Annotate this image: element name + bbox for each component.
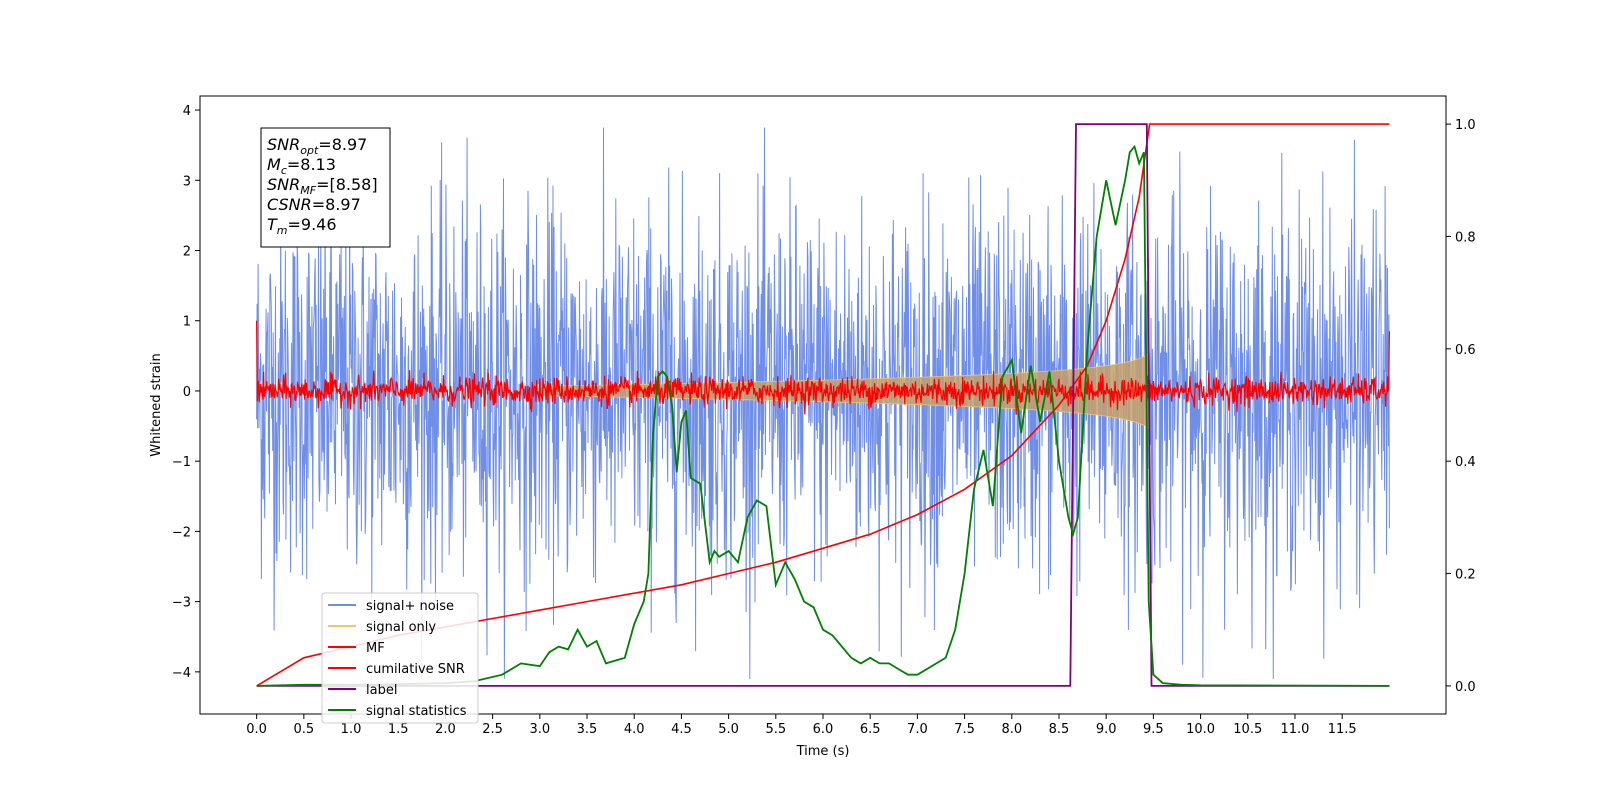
y-tick-label-right: 0.6 [1455,343,1476,358]
y-tick-label-right: 0.0 [1455,680,1476,695]
stat-symbol: M [267,155,281,174]
x-tick-label: 5.0 [718,722,739,737]
stat-value: =8.97 [318,135,367,154]
x-tick-label: 3.0 [529,722,550,737]
signal-noise-series [256,127,1390,679]
y-tick-label-left: 3 [183,174,191,189]
y-tick-label-left: −2 [172,525,191,540]
x-tick-label: 10.0 [1186,722,1215,737]
x-tick-label: 0.0 [246,722,267,737]
stat-line: SNRopt=8.97 [267,135,367,157]
y-tick-label-left: −3 [172,596,191,611]
legend-entry: cumilative SNR [366,662,465,677]
y-tick-label-right: 0.8 [1455,230,1476,245]
x-tick-label: 0.5 [293,722,314,737]
y-tick-label-left: 0 [183,385,191,400]
x-tick-label: 3.5 [577,722,598,737]
signal-statistics-series [256,144,1390,687]
x-tick-label: 11.0 [1280,722,1309,737]
stat-line: Tm=9.46 [267,215,337,237]
stat-symbol: T [267,215,278,234]
stat-value: =[8.58] [316,175,378,194]
x-tick-label: 1.5 [388,722,409,737]
legend-entry: signal+ noise [366,599,454,614]
x-tick-label: 1.0 [341,722,362,737]
x-tick-label: 11.5 [1328,722,1357,737]
legend: signal+ noise signal only MF cumilative SNR… [321,592,479,724]
stats-box: SNRopt=8.97Mc=8.13SNRMF=[8.58]CSNR=8.97T… [260,127,391,248]
x-tick-label: 7.0 [907,722,928,737]
stat-value: =8.13 [287,155,336,174]
stat-subscript: c [281,164,287,177]
mf-series [256,320,1390,415]
x-tick-label: 9.0 [1096,722,1117,737]
y-tick-label-left: 1 [183,315,191,330]
x-tick-label: 10.5 [1233,722,1262,737]
x-tick-label: 2.0 [435,722,456,737]
legend-entry: label [366,683,397,698]
x-tick-label: 5.5 [765,722,786,737]
stat-symbol: SNR [267,135,300,154]
legend-entry: MF [366,641,385,656]
y-tick-label-left: 2 [183,245,191,260]
legend-entry: signal only [366,620,436,635]
x-tick-label: 4.0 [624,722,645,737]
x-tick-label: 6.5 [860,722,881,737]
stat-value: =9.46 [288,215,337,234]
stat-subscript: m [277,224,288,237]
y-tick-label-right: 0.2 [1455,568,1476,583]
x-tick-label: 8.0 [1001,722,1022,737]
y-tick-label-left: −1 [172,455,191,470]
stat-subscript: opt [300,144,319,157]
x-axis: 0.0 0.5 1.0 1.5 2.0 2.5 3.0 3.5 4.0 4.5 5.0 5.5 6.0 6… [246,714,1357,737]
y-tick-label-left: 4 [183,104,191,119]
x-tick-label: 9.5 [1143,722,1164,737]
x-tick-label: 4.5 [671,722,692,737]
stat-line: CSNR=8.97 [267,195,361,214]
y-axis-right: 1.0 0.8 0.6 0.4 0.2 0.0 [1446,118,1476,695]
y-axis-left: 4 3 2 1 0 −1 −2 −3 −4 [172,104,200,681]
stat-symbol: CSNR [267,195,312,214]
stat-symbol: SNR [267,175,300,194]
y-tick-label-right: 1.0 [1455,118,1476,133]
stat-subscript: MF [300,184,316,197]
y-tick-label-left: −4 [172,666,191,681]
stat-line: SNRMF=[8.58] [267,175,378,197]
x-tick-label: 8.5 [1049,722,1070,737]
x-tick-label: 7.5 [954,722,975,737]
y-axis-label: Whitened strain [149,353,164,456]
x-axis-label: Time (s) [796,744,850,759]
y-tick-label-right: 0.4 [1455,455,1476,470]
stat-value: =8.97 [312,195,361,214]
stat-line: Mc=8.13 [267,155,336,177]
x-tick-label: 6.0 [813,722,834,737]
x-tick-label: 2.5 [482,722,503,737]
legend-entry: signal statistics [366,704,467,719]
